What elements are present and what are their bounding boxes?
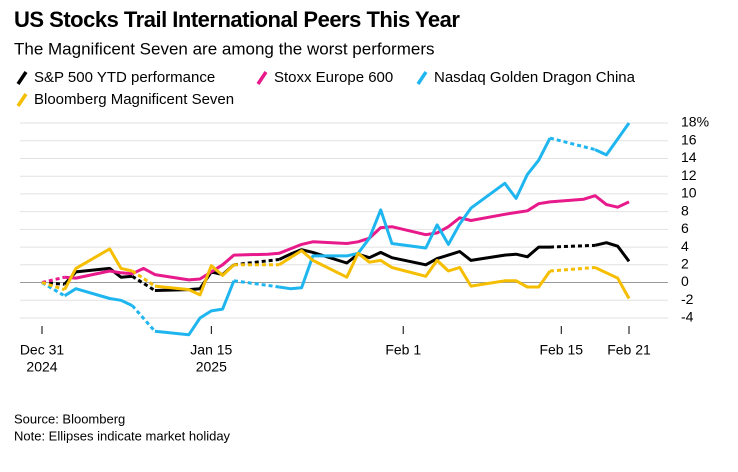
x-tick-year: 2024 — [26, 359, 57, 375]
holiday-bridge — [41, 281, 66, 298]
y-tick-label: 14 — [681, 149, 697, 165]
y-tick-label: 0 — [681, 273, 689, 289]
holiday-bridge — [131, 304, 157, 333]
chart-subtitle: The Magnificent Seven are among the wors… — [14, 39, 434, 58]
x-tick-label: Jan 15 — [190, 342, 232, 358]
holiday-bridge — [131, 269, 156, 288]
y-tick-label: 16 — [681, 131, 697, 147]
legend-label: Stoxx Europe 600 — [274, 69, 393, 86]
y-tick-label: 4 — [681, 238, 689, 254]
x-tick-label: Feb 15 — [539, 342, 583, 358]
holiday-bridge — [549, 265, 596, 273]
holiday-bridge — [549, 136, 596, 152]
series-line — [63, 247, 631, 300]
holiday-bridge — [549, 243, 596, 249]
legend-swatch — [16, 71, 28, 85]
series-line — [63, 122, 631, 337]
x-tick-year: 2025 — [196, 359, 227, 375]
x-tick-label: Dec 31 — [20, 342, 65, 358]
source: Source: Bloomberg — [14, 411, 125, 426]
holiday-bridge — [131, 275, 156, 292]
y-tick-label: -4 — [681, 309, 694, 325]
holiday-bridge — [233, 279, 280, 289]
legend-label: S&P 500 YTD performance — [34, 69, 215, 86]
y-tick-label: 6 — [681, 220, 689, 236]
y-tick-label: 8 — [681, 202, 689, 218]
legend-swatch — [416, 71, 428, 85]
note: Note: Ellipses indicate market holiday — [14, 428, 231, 443]
y-tick-label: -2 — [681, 291, 694, 307]
legend-swatch — [16, 93, 28, 107]
legend-label: Bloomberg Magnificent Seven — [34, 91, 234, 108]
y-tick-label: 10 — [681, 185, 697, 201]
legend-swatch — [256, 71, 268, 85]
x-tick-label: Feb 21 — [607, 342, 651, 358]
y-tick-label: 2 — [681, 256, 689, 272]
holiday-bridge — [41, 275, 65, 284]
y-tick-label: 18% — [681, 114, 709, 130]
y-tick-label: 12 — [681, 167, 697, 183]
holiday-bridge — [41, 281, 66, 292]
chart-title: US Stocks Trail International Peers This… — [14, 7, 460, 32]
series-line — [63, 241, 631, 292]
x-tick-label: Feb 1 — [385, 342, 421, 358]
series-line — [64, 194, 630, 282]
legend-label: Nasdaq Golden Dragon China — [434, 69, 636, 86]
